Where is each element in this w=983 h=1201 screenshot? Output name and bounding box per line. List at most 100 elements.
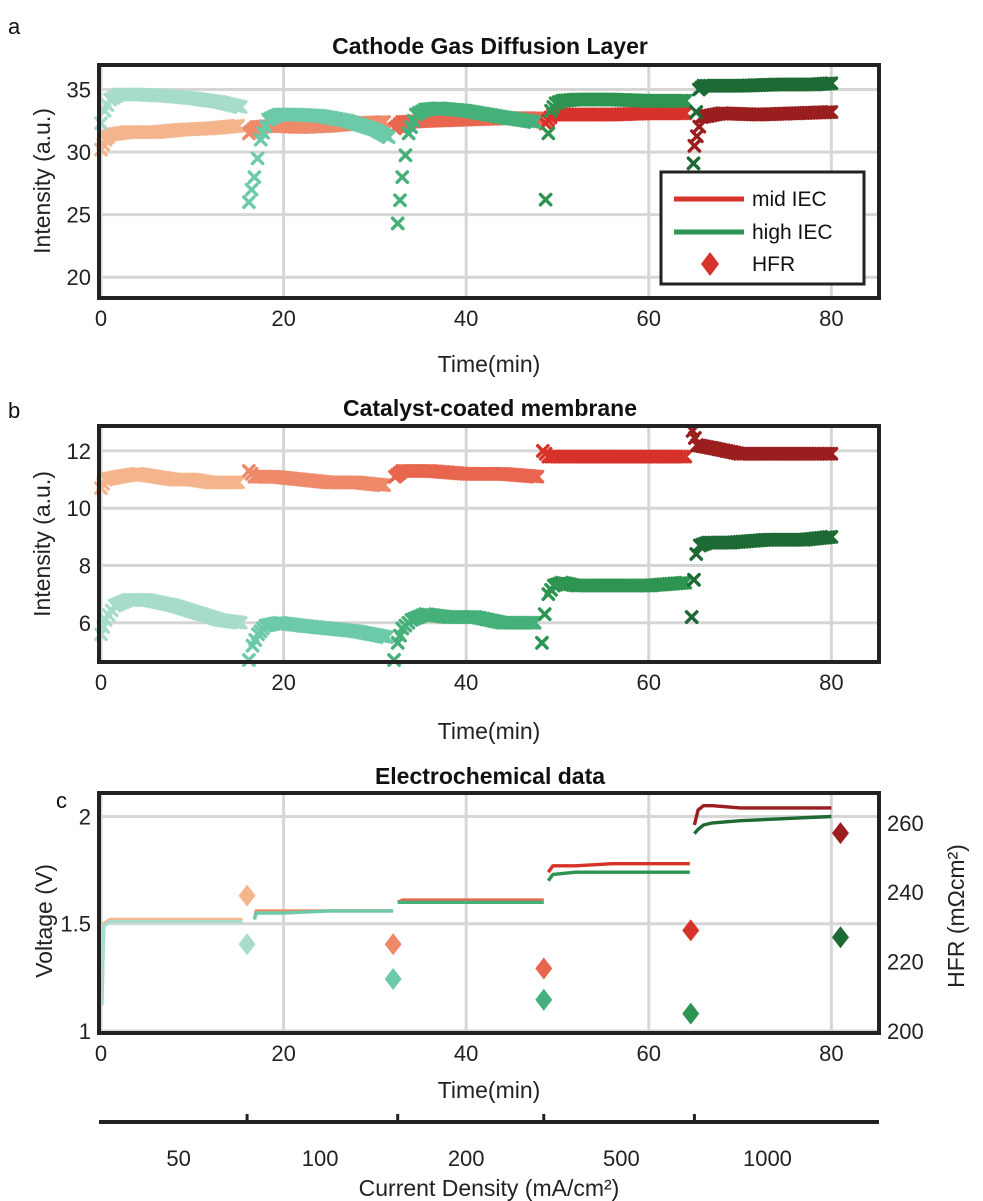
- x-tick-label: 80: [819, 670, 843, 695]
- series-mid-segment-3: [388, 464, 545, 484]
- current-density-tick-label: 500: [603, 1146, 640, 1171]
- data-point-x-marker: [395, 170, 410, 185]
- data-point-x-marker: [535, 635, 549, 650]
- y-tick-label: 2: [79, 804, 91, 829]
- data-point-x-marker: [527, 469, 542, 484]
- x-axis-label-c: Time(min): [438, 1077, 541, 1103]
- series-mid-segment-2: [241, 464, 391, 493]
- data-point-x-marker: [824, 529, 839, 544]
- y-tick-label: 12: [67, 439, 91, 464]
- series-high-segment-4: [538, 92, 693, 207]
- series-mid-segment-5: [685, 423, 839, 461]
- series-high-segment-5: [684, 529, 839, 624]
- legend-label-mid-iec: mid IEC: [752, 188, 827, 211]
- x-tick-label: 60: [637, 1041, 661, 1066]
- current-density-axis-label: Current Density (mA/cm²): [359, 1175, 620, 1201]
- data-point-x-marker: [686, 156, 701, 171]
- data-point-x-marker: [231, 475, 245, 490]
- data-point-x-marker: [678, 106, 693, 121]
- data-point-x-marker: [821, 105, 836, 120]
- data-point-x-marker: [675, 575, 690, 590]
- y2-tick-label: 220: [887, 950, 924, 975]
- y-tick-label: 35: [67, 78, 91, 103]
- data-point-x-marker: [687, 572, 701, 587]
- data-point-x-marker: [678, 93, 693, 108]
- series-high-segment-3: [390, 101, 542, 231]
- x-tick-label: 20: [271, 1041, 295, 1066]
- data-point-x-marker: [541, 126, 556, 141]
- x-tick-label: 80: [819, 1041, 843, 1066]
- current-density-tick-label: 50: [166, 1146, 190, 1171]
- current-density-axis: Current Density (mA/cm²) 50 100 200 500 1000: [99, 1114, 879, 1201]
- y-tick-label: 25: [67, 203, 91, 228]
- panel-label-c: c: [56, 788, 67, 813]
- legend: mid IEC high IEC HFR: [659, 170, 866, 286]
- data-point-x-marker: [398, 148, 413, 163]
- data-point-x-marker: [241, 195, 256, 210]
- hfr-marker-high: [831, 926, 849, 949]
- data-point-x-marker: [233, 100, 248, 114]
- data-point-x-marker: [689, 547, 704, 561]
- data-point-x-marker: [393, 193, 407, 208]
- data-marks-c: [100, 804, 849, 1025]
- data-point-x-marker: [233, 615, 248, 630]
- y-tick-label: 10: [67, 496, 91, 521]
- x-tick-label: 20: [271, 306, 295, 331]
- data-point-x-marker: [675, 93, 690, 108]
- legend-label-high-iec: high IEC: [752, 221, 833, 244]
- y2-tick-label: 240: [887, 880, 924, 905]
- panel-label-b: b: [8, 398, 20, 423]
- voltage-line-mid-5: [692, 804, 832, 826]
- panel-label-a: a: [8, 14, 21, 39]
- data-point-x-marker: [525, 615, 539, 630]
- series-mid-segment-1: [94, 466, 245, 496]
- x-tick-label: 80: [819, 306, 843, 331]
- chart-title-b: Catalyst-coated membrane: [343, 395, 637, 421]
- data-point-x-marker: [250, 151, 265, 166]
- data-point-x-marker: [374, 478, 389, 492]
- voltage-line-high-2: [252, 909, 394, 920]
- series-mid-segment-4: [535, 444, 693, 464]
- series-high-segment-1: [94, 592, 248, 642]
- panel-c: Electrochemical data 0 20 40 60 80 1 1.5 2 200 22…: [31, 763, 969, 1201]
- data-point-x-marker: [228, 119, 243, 133]
- series-high-segment-2: [241, 615, 394, 667]
- data-point-x-marker: [381, 130, 396, 144]
- x-tick-label: 60: [637, 306, 661, 331]
- series-high-segment-2: [241, 107, 396, 210]
- grid-c: [99, 795, 877, 1033]
- tick-labels-b: 0 20 40 60 80 6 8 10 12: [67, 439, 844, 695]
- y-tick-label: 30: [67, 140, 91, 165]
- y2-axis-label-c: HFR (mΩcm²): [943, 844, 969, 988]
- x-axis-label-b: Time(min): [438, 718, 541, 744]
- voltage-line-mid-3: [396, 898, 544, 904]
- y-tick-label: 1.5: [60, 912, 91, 937]
- data-point-x-marker: [228, 475, 243, 490]
- series-mid-segment-1: [94, 118, 245, 157]
- data-point-x-marker: [537, 607, 552, 622]
- data-point-x-marker: [244, 182, 259, 197]
- legend-marker-hfr: [701, 252, 719, 276]
- data-point-x-marker: [530, 469, 545, 484]
- current-density-tick-label: 100: [302, 1146, 339, 1171]
- hfr-marker-high: [535, 988, 553, 1011]
- data-point-x-marker: [675, 449, 690, 464]
- series-high-segment-4: [535, 575, 693, 650]
- plot-frame-a: [97, 63, 881, 300]
- panel-b: b Catalyst-coated membrane 0 20 40 60 80 6 8 10…: [8, 395, 881, 744]
- x-tick-label: 40: [454, 1041, 478, 1066]
- x-tick-label: 0: [95, 306, 107, 331]
- y-tick-label: 6: [79, 611, 91, 636]
- series-high-segment-5: [686, 76, 839, 171]
- data-point-x-marker: [527, 115, 542, 129]
- hfr-marker-high: [682, 1002, 700, 1025]
- data-point-x-marker: [231, 118, 245, 133]
- panel-a: a Cathode Gas Diffusion Layer 0 20 40 60 80 2…: [8, 14, 881, 377]
- x-tick-label: 40: [454, 306, 478, 331]
- data-point-x-marker: [247, 170, 262, 185]
- y-axis-label-b: Intensity (a.u.): [29, 471, 55, 617]
- data-point-x-marker: [390, 216, 405, 231]
- chart-title-a: Cathode Gas Diffusion Layer: [332, 33, 648, 59]
- plot-frame-b: [97, 424, 881, 664]
- y-axis-label-c: Voltage (V): [31, 864, 57, 978]
